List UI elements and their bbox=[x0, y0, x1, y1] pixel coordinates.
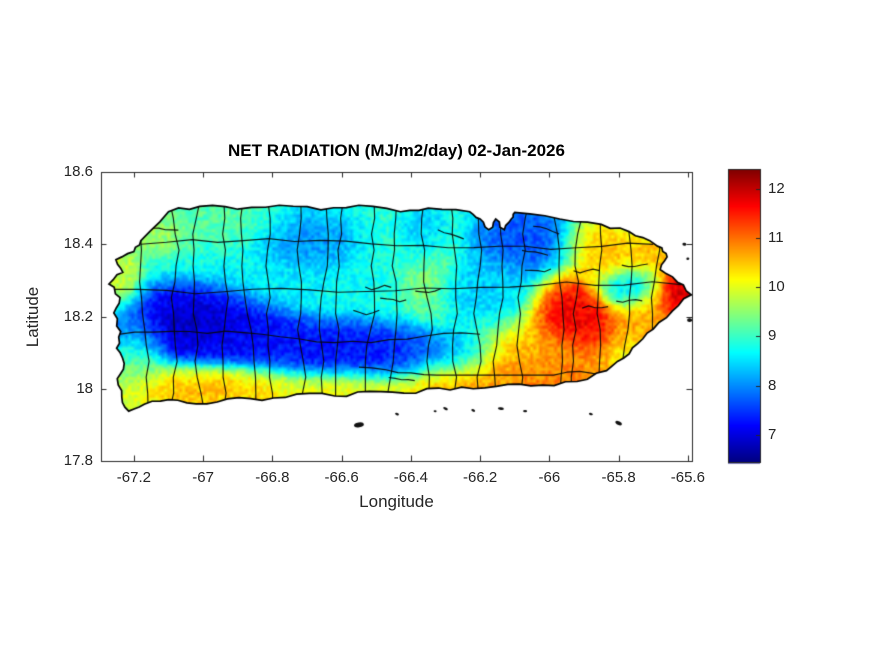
x-tick-label: -66.8 bbox=[255, 469, 290, 486]
y-tick-label: 18.4 bbox=[63, 235, 93, 253]
x-tick-label: -66.4 bbox=[393, 469, 428, 486]
y-tick-label: 18.6 bbox=[63, 163, 93, 180]
chart-title: NET RADIATION (MJ/m2/day) 02-Jan-2026 bbox=[228, 141, 565, 160]
colorbar-tick-label: 8 bbox=[768, 376, 777, 394]
x-tick-label: -67.2 bbox=[116, 469, 151, 486]
colorbar-tick-label: 9 bbox=[768, 327, 777, 345]
x-axis-label: Longitude bbox=[359, 492, 434, 511]
y-tick-label: 18 bbox=[76, 379, 93, 397]
y-tick-label: 18.2 bbox=[63, 307, 93, 325]
x-tick-label: -67 bbox=[192, 469, 214, 486]
x-tick-label: -65.6 bbox=[670, 469, 705, 486]
colorbar-tick-label: 10 bbox=[768, 278, 785, 296]
y-axis-label: Latitude bbox=[23, 286, 42, 348]
x-tick-label: -66.2 bbox=[463, 469, 498, 486]
colorbar-tick-label: 11 bbox=[768, 228, 784, 246]
y-tick-label: 17.8 bbox=[63, 452, 93, 469]
x-tick-label: -66.6 bbox=[324, 469, 359, 486]
colorbar-tick-label: 12 bbox=[768, 179, 785, 197]
x-tick-label: -65.8 bbox=[601, 469, 636, 486]
colorbar-tick-label: 7 bbox=[768, 425, 777, 443]
x-tick-label: -66 bbox=[538, 469, 561, 486]
